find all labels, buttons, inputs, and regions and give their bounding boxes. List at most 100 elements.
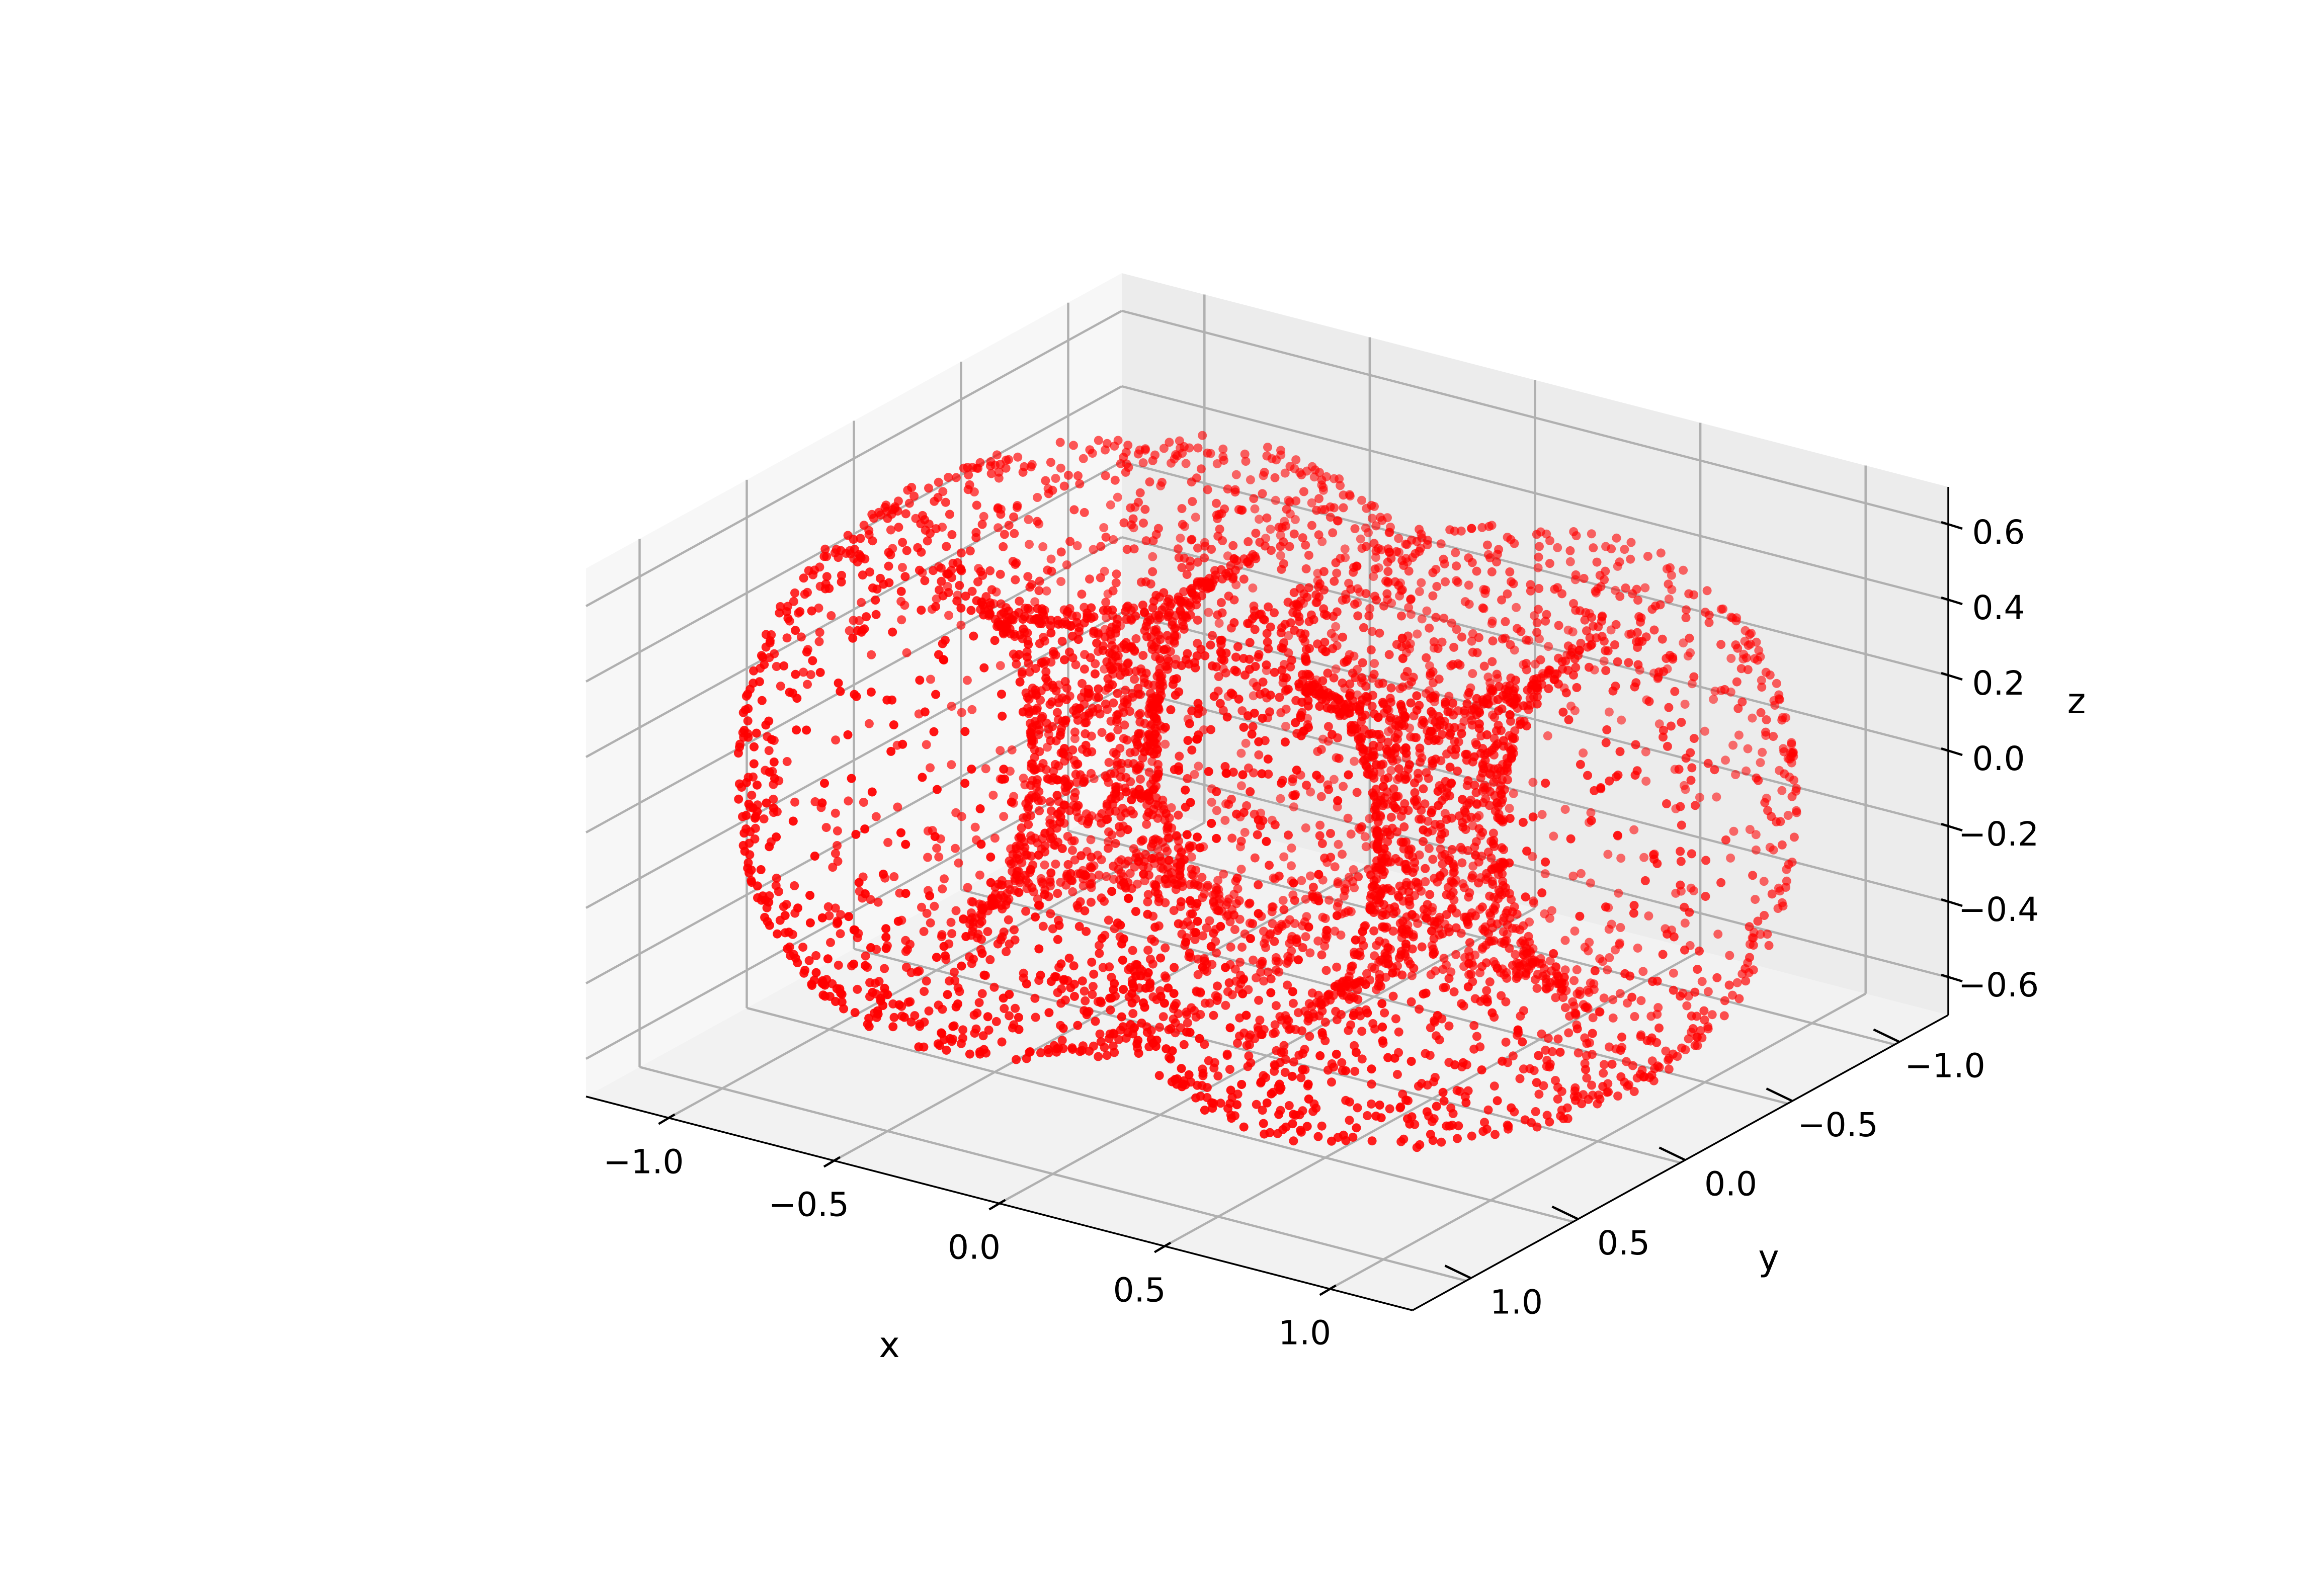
data-point	[828, 863, 837, 872]
data-point	[1553, 1095, 1562, 1104]
data-point	[1145, 477, 1154, 486]
data-point	[1148, 552, 1157, 561]
data-point	[1720, 996, 1729, 1005]
data-point	[1263, 629, 1272, 638]
data-point	[807, 607, 816, 616]
data-point	[1728, 741, 1737, 750]
data-point	[1398, 654, 1408, 663]
data-point	[1301, 823, 1310, 832]
data-point	[1011, 560, 1020, 569]
data-point	[1422, 653, 1431, 662]
data-point	[1529, 896, 1538, 905]
data-point	[1263, 443, 1272, 452]
data-point	[1086, 653, 1095, 662]
data-point	[1407, 1057, 1416, 1066]
data-point	[1769, 732, 1778, 741]
data-point	[1012, 1055, 1021, 1064]
data-point	[1112, 625, 1121, 634]
data-point	[1485, 801, 1494, 810]
data-point	[1285, 1101, 1294, 1110]
data-point	[1376, 796, 1385, 805]
data-point	[1699, 1006, 1708, 1016]
data-point	[1289, 879, 1298, 888]
data-point	[1182, 459, 1191, 468]
data-point	[1676, 881, 1685, 890]
data-point	[1383, 747, 1392, 756]
data-point	[1361, 682, 1370, 691]
data-point	[1148, 456, 1157, 465]
data-point	[1367, 1064, 1376, 1073]
data-point	[1098, 728, 1107, 737]
data-point	[1027, 835, 1036, 845]
data-point	[1475, 719, 1484, 728]
data-point	[1150, 713, 1159, 722]
data-point	[1152, 672, 1162, 681]
data-point	[857, 628, 866, 637]
data-point	[1479, 697, 1488, 706]
data-point	[944, 569, 953, 578]
data-point	[1153, 889, 1163, 898]
data-point	[1752, 846, 1761, 855]
data-point	[970, 1011, 979, 1020]
data-point	[1018, 669, 1027, 679]
data-point	[1094, 1052, 1103, 1061]
data-point	[1284, 685, 1293, 694]
data-point	[1237, 836, 1246, 846]
data-point	[1058, 637, 1067, 646]
data-point	[1084, 685, 1093, 694]
data-point	[1493, 798, 1502, 807]
data-point	[1048, 486, 1057, 495]
data-point	[1682, 613, 1691, 622]
data-point	[956, 604, 965, 613]
data-point	[1237, 865, 1246, 874]
data-point	[1194, 762, 1203, 771]
data-point	[1091, 669, 1100, 679]
data-point	[1066, 869, 1075, 878]
data-point	[907, 968, 916, 977]
data-point	[1035, 577, 1044, 586]
data-point	[820, 981, 830, 990]
data-point	[1353, 995, 1362, 1004]
data-point	[1276, 446, 1285, 455]
data-point	[1177, 930, 1186, 939]
data-point	[1638, 967, 1647, 976]
data-point	[1174, 766, 1183, 775]
data-point	[1314, 494, 1323, 503]
data-point	[1204, 767, 1213, 776]
data-point	[954, 859, 963, 868]
data-point	[1442, 910, 1451, 919]
data-point	[909, 491, 919, 500]
data-point	[833, 826, 842, 835]
data-point	[1040, 861, 1049, 870]
data-point	[979, 611, 988, 620]
data-point	[917, 548, 926, 557]
data-point	[1165, 438, 1174, 447]
data-point	[1283, 1015, 1292, 1024]
data-point	[1275, 1080, 1284, 1089]
data-point	[1105, 733, 1114, 742]
data-point	[883, 838, 892, 847]
data-point	[1353, 611, 1362, 620]
data-point	[1587, 613, 1596, 622]
data-point	[1339, 490, 1348, 499]
data-point	[898, 740, 907, 749]
data-point	[1685, 634, 1694, 643]
data-point	[752, 729, 761, 738]
data-point	[1155, 1023, 1164, 1032]
data-point	[1138, 601, 1147, 610]
data-point	[1251, 529, 1260, 538]
data-point	[1011, 1004, 1020, 1013]
data-point	[1630, 901, 1639, 910]
data-point	[1452, 561, 1461, 570]
data-point	[1478, 604, 1487, 613]
data-point	[1596, 1095, 1605, 1104]
data-point	[1173, 451, 1182, 460]
data-point	[1098, 934, 1107, 943]
data-point	[1569, 527, 1578, 536]
data-point	[961, 932, 970, 941]
data-point	[1200, 651, 1209, 660]
data-point	[1002, 947, 1011, 956]
data-point	[770, 774, 779, 783]
data-point	[1210, 692, 1219, 701]
data-point	[1370, 709, 1379, 718]
